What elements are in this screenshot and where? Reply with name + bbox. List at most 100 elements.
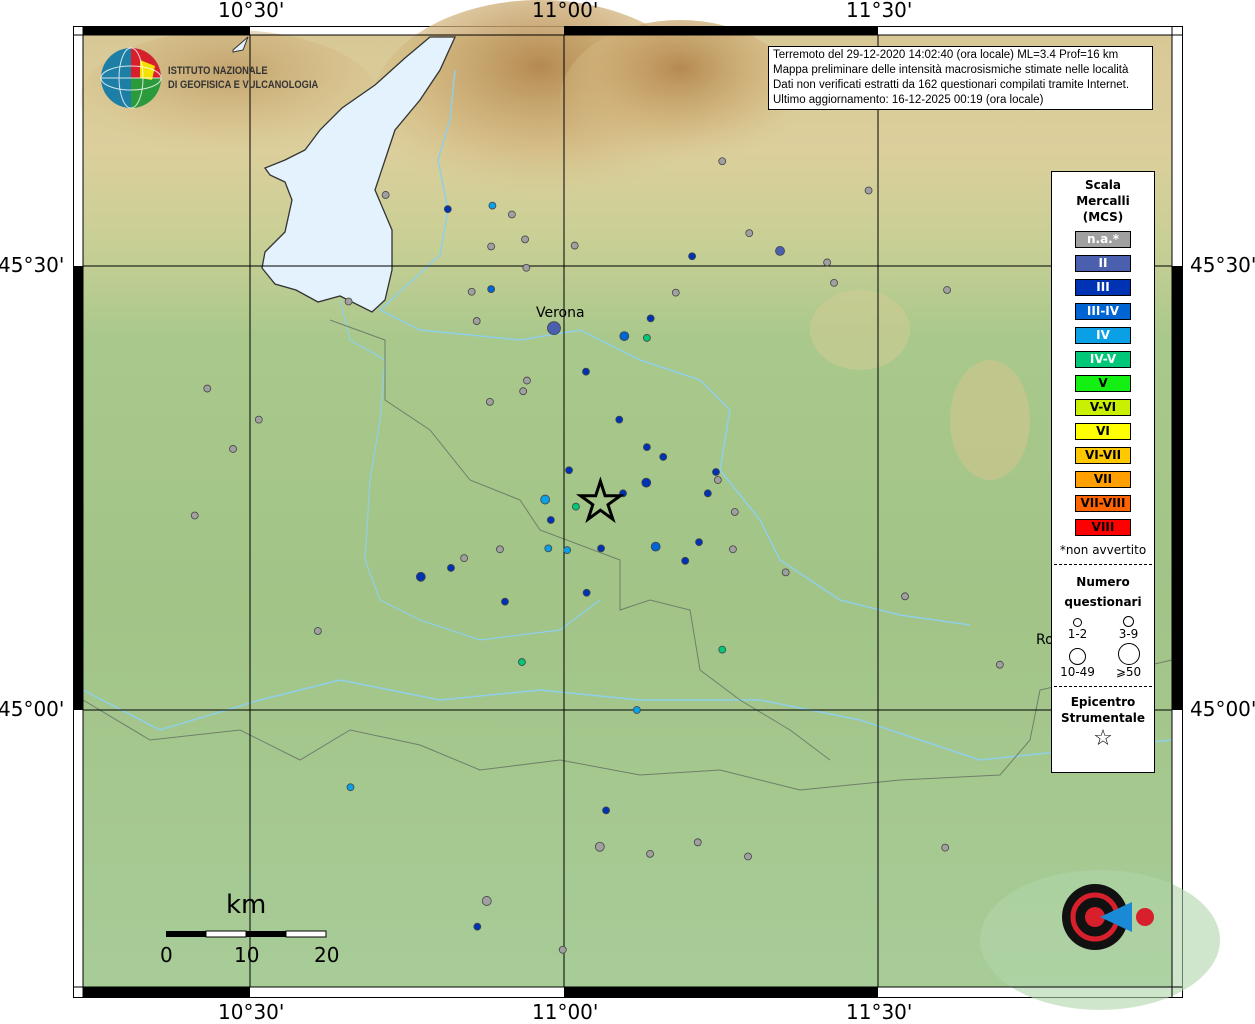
intensity-point[interactable] xyxy=(615,415,624,424)
intensity-point[interactable] xyxy=(565,466,573,475)
intensity-point[interactable] xyxy=(447,564,455,572)
intensity-point[interactable] xyxy=(781,568,790,577)
intensity-point[interactable] xyxy=(830,278,838,287)
lake-garda xyxy=(261,36,457,313)
intensity-point[interactable] xyxy=(203,384,212,393)
intensity-point[interactable] xyxy=(602,806,610,815)
intensity-point[interactable] xyxy=(943,286,951,294)
ingv-logo-text: ISTITUTO NAZIONALE DI GEOFISICA E VULCAN… xyxy=(168,64,318,92)
intensity-point[interactable] xyxy=(901,592,909,601)
intensity-point[interactable] xyxy=(544,544,553,553)
intensity-point[interactable] xyxy=(460,554,469,563)
intensity-point[interactable] xyxy=(693,838,702,847)
intensity-point[interactable] xyxy=(558,945,567,954)
info-line-3: Dati non verificati estratti da 162 ques… xyxy=(773,79,1130,91)
intensity-point[interactable] xyxy=(523,376,531,385)
intensity-point[interactable] xyxy=(695,538,703,547)
graticule xyxy=(83,35,1172,987)
intensity-point[interactable] xyxy=(671,288,680,297)
intensity-point[interactable] xyxy=(582,588,591,597)
intensity-point[interactable] xyxy=(744,852,752,861)
intensity-point[interactable] xyxy=(546,516,555,524)
intensity-point[interactable] xyxy=(703,489,712,498)
size-label: ⩾50 xyxy=(1115,665,1142,679)
lake-idro xyxy=(232,36,249,53)
intensity-point[interactable] xyxy=(729,545,737,554)
intensity-point[interactable] xyxy=(540,494,551,505)
intensity-point[interactable] xyxy=(712,468,720,476)
intensity-point[interactable] xyxy=(518,658,526,666)
intensity-point[interactable] xyxy=(570,241,579,250)
intensity-point[interactable] xyxy=(381,191,390,199)
intensity-point[interactable] xyxy=(547,321,561,336)
intensity-point[interactable] xyxy=(995,660,1004,669)
intensity-point[interactable] xyxy=(346,783,355,792)
intensity-point[interactable] xyxy=(730,508,739,516)
intensity-point[interactable] xyxy=(718,645,727,654)
intensity-point[interactable] xyxy=(641,477,652,488)
intensity-point[interactable] xyxy=(597,544,605,553)
intensity-point[interactable] xyxy=(467,287,476,296)
intensity-point[interactable] xyxy=(572,502,580,511)
intensity-point[interactable] xyxy=(522,263,531,272)
scale-tick-10: 10 xyxy=(234,943,260,967)
scale-unit: km xyxy=(226,890,267,920)
count-title-2: questionari xyxy=(1064,595,1142,609)
epicenter-title: Epicentro Strumentale xyxy=(1052,694,1154,726)
river-mincio xyxy=(339,299,601,641)
intensity-point[interactable] xyxy=(507,210,516,219)
intensity-point[interactable] xyxy=(745,229,754,238)
intensity-point[interactable] xyxy=(496,545,504,554)
info-line-4: Ultimo aggiornamento: 16-12-2025 00:19 (… xyxy=(773,94,1044,106)
intensity-point[interactable] xyxy=(642,443,651,452)
ingv-line2: DI GEOFISICA E VULCANOLOGIA xyxy=(168,79,319,91)
intensity-point[interactable] xyxy=(594,841,605,852)
count-title-1: Numero xyxy=(1076,575,1130,589)
intensity-point[interactable] xyxy=(488,201,497,210)
intensity-point[interactable] xyxy=(472,317,481,325)
intensity-point[interactable] xyxy=(481,896,492,906)
lon-label-bottom-2: 11°00' xyxy=(532,1000,599,1024)
legend-swatch: IV xyxy=(1075,327,1131,344)
intensity-point[interactable] xyxy=(487,242,496,251)
intensity-point[interactable] xyxy=(632,706,641,714)
intensity-point[interactable] xyxy=(190,511,199,520)
intensity-point[interactable] xyxy=(443,205,452,214)
intensity-point[interactable] xyxy=(415,571,426,582)
intensity-point[interactable] xyxy=(582,367,590,376)
legend-note: *non avvertito xyxy=(1059,543,1147,557)
legend-swatch: VI xyxy=(1075,423,1131,440)
intensity-point[interactable] xyxy=(646,849,654,858)
intensity-point[interactable] xyxy=(688,252,697,261)
intensity-point[interactable] xyxy=(642,334,651,342)
legend-swatch: IV-V xyxy=(1075,351,1131,368)
intensity-point[interactable] xyxy=(563,546,572,555)
legend-swatch: III xyxy=(1075,279,1131,296)
intensity-point[interactable] xyxy=(519,387,528,396)
intensity-point[interactable] xyxy=(941,843,950,852)
intensity-point[interactable] xyxy=(313,627,322,635)
intensity-point[interactable] xyxy=(501,597,509,606)
lat-label-right-2: 45°00' xyxy=(1190,697,1255,721)
intensity-point[interactable] xyxy=(718,157,727,166)
intensity-point[interactable] xyxy=(485,397,494,406)
intensity-point[interactable] xyxy=(344,297,353,306)
lon-label-top-3: 11°30' xyxy=(846,0,913,22)
intensity-point[interactable] xyxy=(659,453,668,461)
intensity-point[interactable] xyxy=(254,415,263,424)
intensity-point[interactable] xyxy=(650,541,661,552)
region-boundary xyxy=(82,659,1173,791)
intensity-point[interactable] xyxy=(775,246,785,256)
legend-swatch: II xyxy=(1075,255,1131,272)
intensity-point[interactable] xyxy=(487,285,496,293)
intensity-point[interactable] xyxy=(713,476,722,484)
intensity-point[interactable] xyxy=(681,556,690,565)
intensity-point[interactable] xyxy=(473,922,482,931)
intensity-point[interactable] xyxy=(864,186,873,195)
intensity-point[interactable] xyxy=(229,445,237,453)
intensity-point[interactable] xyxy=(646,314,655,323)
intensity-point[interactable] xyxy=(619,331,630,342)
intensity-point[interactable] xyxy=(823,258,832,267)
intensity-point[interactable] xyxy=(521,235,529,244)
